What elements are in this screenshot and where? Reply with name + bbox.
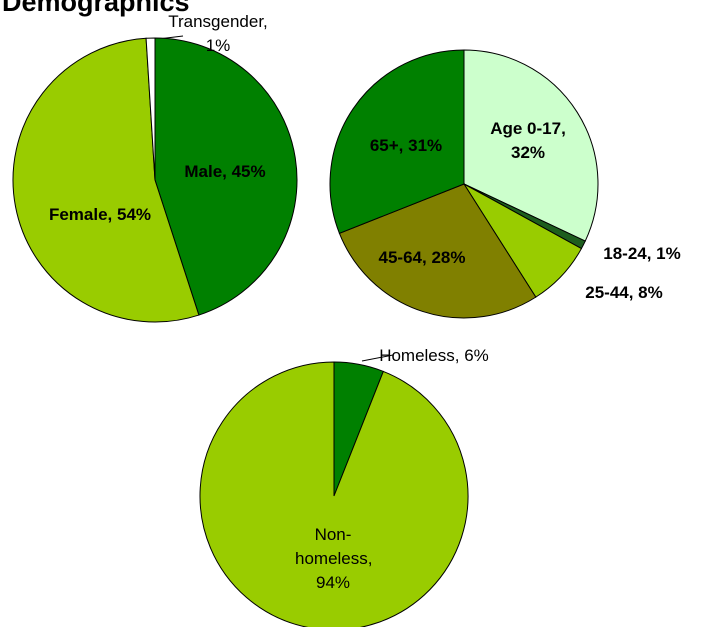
data-label: Age 0-17, 32%	[490, 119, 566, 162]
data-label: Female, 54%	[48, 205, 152, 224]
data-label: 18-24, 1%	[603, 244, 681, 263]
data-label: Homeless, 6%	[379, 346, 489, 365]
data-label: Non-homeless, 94%	[295, 525, 373, 592]
leader-line	[361, 354, 394, 362]
pie-slice	[145, 37, 156, 181]
data-label: 45-64, 28%	[378, 248, 466, 267]
pie-slice	[154, 37, 298, 316]
data-label: Transgender, 1%	[168, 12, 268, 55]
data-label: 25-44, 8%	[585, 283, 663, 302]
pie-slice	[199, 361, 469, 627]
pie-slice	[329, 49, 465, 234]
page-title: Demographics	[2, 0, 190, 17]
data-label: 65+, 31%	[369, 136, 443, 155]
data-label: Male, 45%	[184, 162, 266, 181]
pie-slice	[338, 183, 537, 319]
pie-slice	[463, 49, 599, 242]
pie-slice	[12, 37, 200, 323]
